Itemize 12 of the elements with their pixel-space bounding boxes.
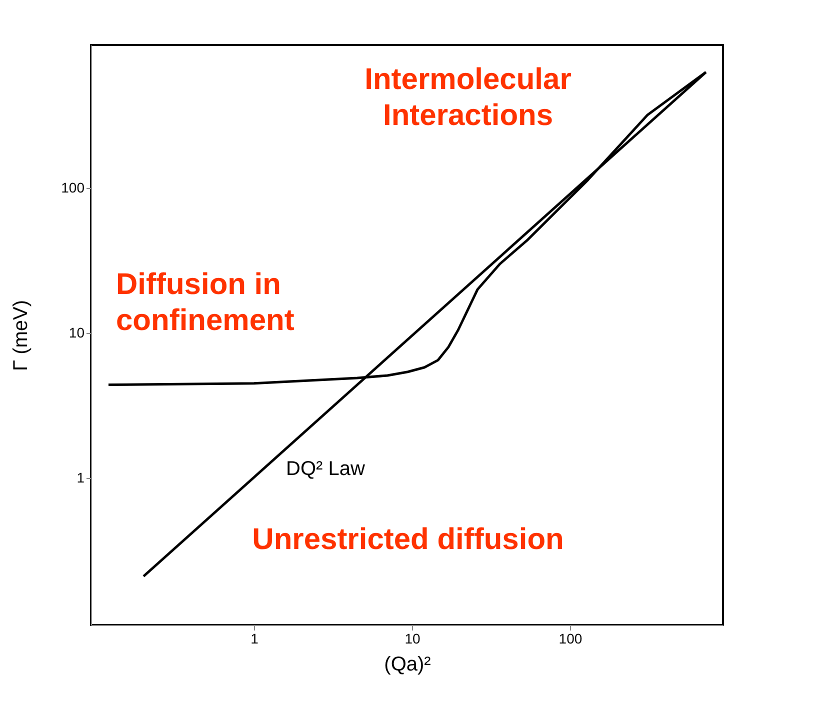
x-tick-label: 1 bbox=[250, 630, 259, 646]
y-axis-title: Γ (meV) bbox=[10, 300, 32, 372]
annotation: Intermolecular Interactions bbox=[364, 63, 572, 132]
x-tick-label: 100 bbox=[558, 630, 582, 646]
x-axis-title: (Qa)² bbox=[384, 654, 432, 676]
annotation: Unrestricted diffusion bbox=[252, 523, 564, 556]
y-tick-label: 1 bbox=[76, 470, 85, 486]
annotation: Diffusion in confinement bbox=[116, 268, 294, 337]
x-tick-label: 10 bbox=[404, 630, 420, 646]
annotation: DQ² Law bbox=[286, 458, 366, 480]
y-tick-label: 10 bbox=[68, 324, 85, 341]
y-tick-label: 100 bbox=[61, 180, 85, 196]
